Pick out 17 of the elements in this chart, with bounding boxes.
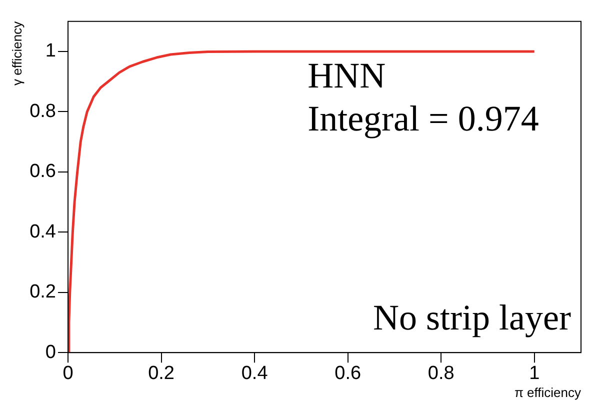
y-tick-label: 0 [45, 342, 56, 363]
y-axis-title: γ efficiency [9, 20, 24, 86]
y-tick-label: 1 [45, 40, 56, 62]
annotation: HNN [308, 56, 386, 96]
y-tick-label: 0.6 [30, 161, 56, 182]
y-tick-label: 0.8 [30, 100, 56, 122]
x-tick-label: 1 [529, 363, 540, 384]
annotation: Integral = 0.974 [308, 98, 539, 139]
annotation: No strip layer [373, 297, 572, 338]
y-tick-label: 0.2 [30, 282, 56, 303]
x-tick-label: 0.2 [148, 363, 174, 384]
y-tick-label: 0.4 [30, 221, 56, 242]
x-tick-label: 0.4 [241, 363, 268, 384]
x-tick-label: 0.8 [428, 363, 454, 384]
x-axis-title: π efficiency [514, 384, 582, 400]
x-tick-label: 0.6 [334, 363, 362, 384]
x-tick-label: 0 [62, 363, 74, 384]
